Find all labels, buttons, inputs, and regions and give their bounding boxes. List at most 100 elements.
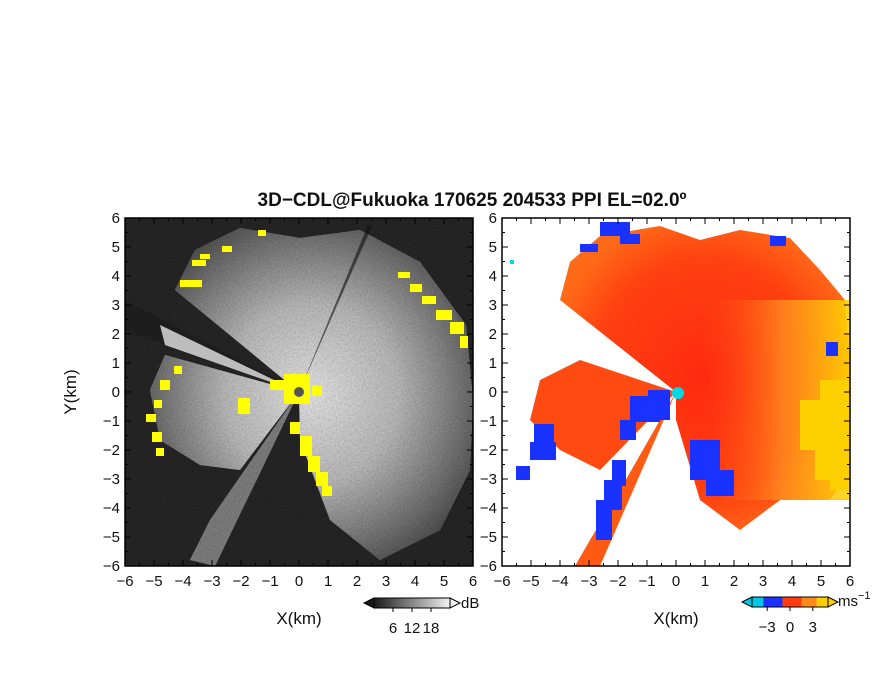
colorbar-low-arrow [740,596,753,608]
x-tick-label: 2 [353,573,361,590]
reflectivity-colorbar-unit: dB [461,595,479,612]
x-tick-label: −5 [522,573,539,590]
colorbar-segment [377,598,381,608]
velocity-xlabel: X(km) [653,609,698,628]
colorbar-segment [393,598,397,608]
colorbar-segment [421,598,425,608]
velocity-panel: −6 −5 −4 −3 −2 −1 0 1 2 3 4 5 6 6 5 4 3 2 1 0 −1 −2 −3 −4 −5 −6 X… [480,210,854,628]
colorbar-segment [412,598,416,608]
x-tick-label: 3 [759,573,767,590]
colorbar-segment [805,597,810,607]
colorbar-segment [431,598,435,608]
x-tick-label: −6 [493,573,510,590]
colorbar-segment [801,597,806,607]
x-tick-label: −2 [609,573,626,590]
y-tick-label: 6 [112,210,120,227]
y-tick-label: 2 [489,326,497,343]
x-tick-label: −5 [145,573,162,590]
x-tick-label: −1 [638,573,655,590]
colorbar-segment [443,598,448,608]
colorbar-high-arrow [449,597,462,609]
x-tick-label: 4 [788,573,796,590]
y-tick-label: 4 [489,268,497,285]
velocity-colorbar: ms−1 −3 0 3 [740,590,871,636]
colorbar-segment [380,598,384,608]
reflectivity-colorbar: dB 6 12 18 [362,595,479,637]
reflectivity-axes: −6 −5 −4 −3 −2 −1 0 1 2 3 4 5 6 6 5 4 3 2 1 0 −1 −2 −3 −4 −5 −6 [103,210,477,590]
colorbar-segment [389,598,394,608]
radar-center-marker [294,387,304,397]
colorbar-tick-label: 0 [786,619,794,636]
x-tick-label: −4 [174,573,191,590]
y-tick-label: −5 [103,529,120,546]
y-tick-label: −4 [480,500,497,517]
velocity-colorbar-unit: ms−1 [838,590,871,610]
colorbar-segment [405,598,410,608]
colorbar-segment [386,598,391,608]
reflectivity-ylabel: Y(km) [61,369,80,414]
colorbar-segment [752,597,757,607]
y-tick-label: −6 [480,558,497,575]
colorbar-segment [399,598,403,608]
y-tick-label: −3 [480,471,497,488]
x-tick-label: −1 [261,573,278,590]
y-tick-label: −2 [103,442,120,459]
y-tick-label: −2 [480,442,497,459]
colorbar-segment [434,598,438,608]
reflectivity-field [125,218,473,566]
colorbar-segment [383,598,387,608]
x-tick-label: 4 [411,573,419,590]
colorbar-segment [786,597,791,607]
velocity-negative-pixels [516,222,838,540]
colorbar-segment [824,597,829,607]
colorbar-segment [427,598,432,608]
x-tick-label: 5 [817,573,825,590]
y-tick-label: 4 [112,268,120,285]
x-tick-label: −3 [580,573,597,590]
y-tick-label: 5 [489,239,497,256]
colorbar-segment [767,597,772,607]
y-tick-label: −1 [480,413,497,430]
colorbar-segment [778,597,783,607]
colorbar-segment [771,597,776,607]
x-tick-label: 1 [701,573,709,590]
velocity-axes: −6 −5 −4 −3 −2 −1 0 1 2 3 4 5 6 6 5 4 3 2 1 0 −1 −2 −3 −4 −5 −6 [480,210,854,590]
colorbar-segment [396,598,400,608]
velocity-positive-pixels [800,380,850,490]
y-tick-label: −5 [480,529,497,546]
reflectivity-panel: −6 −5 −4 −3 −2 −1 0 1 2 3 4 5 6 6 5 4 3 2 1 0 −1 −2 −3 −4 −5 −6 X… [61,210,477,628]
colorbar-tick-label: 12 [404,620,421,637]
colorbar-segment [440,598,444,608]
colorbar-tick-label: 3 [809,619,817,636]
y-tick-label: 3 [489,297,497,314]
y-tick-label: 3 [112,297,120,314]
colorbar-segment [437,598,441,608]
x-tick-label: 3 [382,573,390,590]
x-tick-label: −3 [203,573,220,590]
y-tick-label: 1 [112,355,120,372]
colorbar-tick-label: 6 [389,620,397,637]
colorbar-segment [424,598,429,608]
y-tick-label: −6 [103,558,120,575]
colorbar-tick-label: 18 [423,620,440,637]
x-tick-label: 6 [846,573,854,590]
colorbar-segment [774,597,779,607]
y-tick-label: −1 [103,413,120,430]
colorbar-segment [415,598,419,608]
radar-center-marker-velocity [672,387,684,399]
colorbar-tick-label: −3 [759,619,776,636]
colorbar-segment [797,597,802,607]
reflectivity-flag-pixels [146,230,468,496]
y-tick-label: 6 [489,210,497,227]
colorbar-segment [755,597,760,607]
colorbar-segment [782,597,787,607]
colorbar-low-arrow [362,597,375,609]
colorbar-segment [812,597,817,607]
figure-title: 3D−CDL@Fukuoka 170625 204533 PPI EL=02.0… [258,190,687,211]
x-tick-label: 5 [440,573,448,590]
colorbar-segment [446,598,451,608]
x-tick-label: 0 [672,573,680,590]
x-tick-label: 0 [295,573,303,590]
colorbar-segment [793,597,798,607]
